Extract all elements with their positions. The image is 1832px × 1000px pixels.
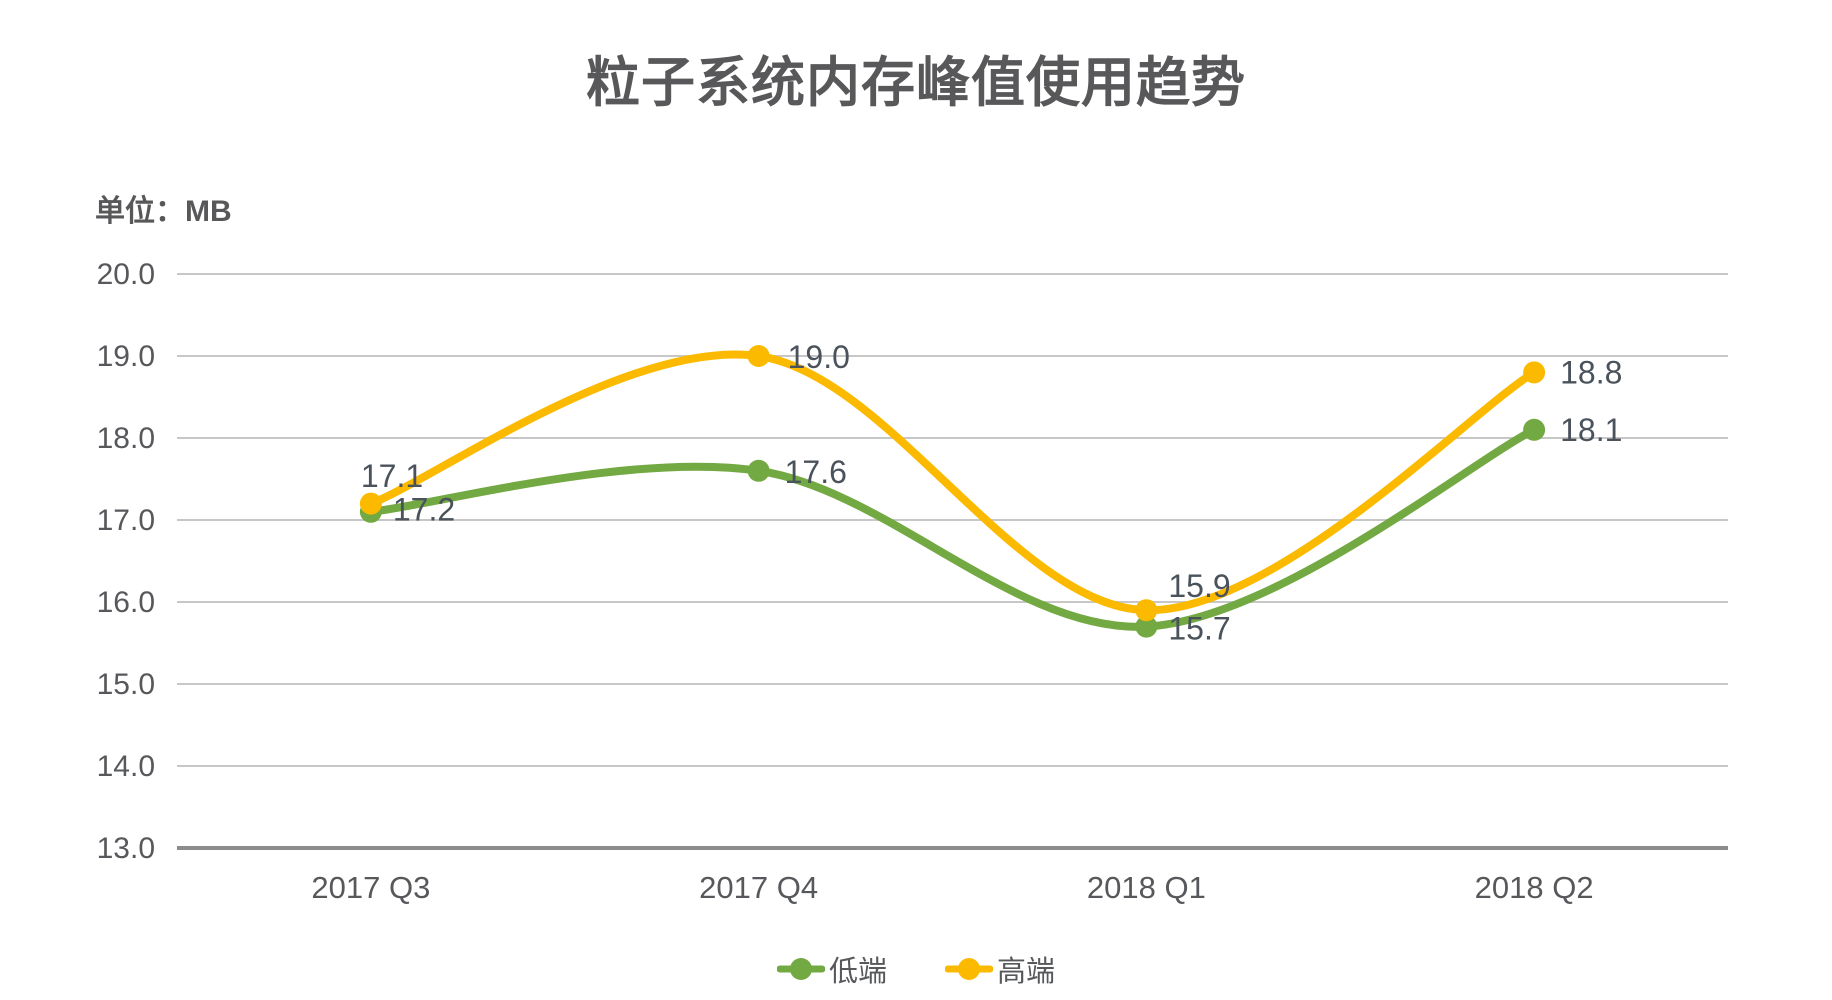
series-point (747, 345, 770, 367)
legend-line-dot-icon (945, 958, 993, 980)
legend-item: 低端 (776, 948, 887, 990)
y-axis-tick-label: 19.0 (97, 340, 155, 373)
legend-label: 低端 (828, 956, 887, 988)
x-axis-tick-label: 2018 Q2 (1475, 870, 1594, 905)
series-point (1523, 418, 1546, 441)
legend-item: 高端 (945, 948, 1055, 990)
x-axis-tick-label: 2017 Q4 (699, 870, 818, 905)
series-point (359, 492, 382, 515)
series-line (366, 350, 1539, 615)
series-line (366, 425, 1539, 631)
y-axis-tick-label: 14.0 (97, 750, 155, 783)
data-label: 19.0 (788, 339, 850, 375)
x-axis-tick-label: 2018 Q1 (1087, 870, 1206, 905)
y-axis-tick-label: 15.0 (97, 668, 155, 701)
data-label: 17.6 (785, 454, 847, 490)
series-point (1135, 599, 1158, 622)
data-label: 15.9 (1168, 568, 1230, 604)
y-axis-tick-label: 18.0 (97, 422, 155, 455)
chart-title: 粒子系统内存峰值使用趋势 (586, 53, 1246, 113)
y-axis-tick-label: 16.0 (97, 586, 155, 619)
x-axis-tick-label: 2017 Q3 (311, 870, 430, 905)
unit-label: 单位：MB (95, 195, 232, 228)
data-label: 15.7 (1168, 611, 1230, 647)
y-axis-tick-label: 20.0 (97, 258, 155, 291)
data-label: 17.1 (361, 458, 423, 494)
series-point (1135, 615, 1158, 638)
series-point (1523, 361, 1546, 384)
data-label: 17.2 (393, 492, 455, 528)
legend-line-dot-icon (776, 958, 825, 980)
y-axis-tick-label: 17.0 (97, 504, 155, 537)
data-label: 18.8 (1560, 354, 1622, 390)
legend-label: 高端 (997, 956, 1056, 988)
series-point (747, 459, 770, 482)
data-label: 18.1 (1560, 412, 1622, 448)
legend: 低端 高端 (0, 948, 1832, 990)
y-axis-tick-label: 13.0 (97, 832, 155, 865)
